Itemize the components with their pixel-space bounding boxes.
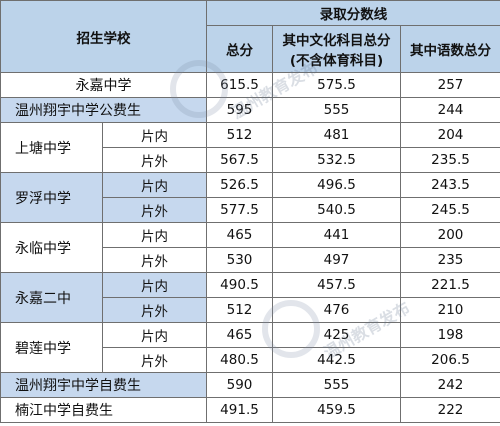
table-row: 片外 577.5 540.5 245.5 [1,197,500,223]
chinese-math-score: 222 [399,397,500,423]
culture-score: 555 [272,372,401,398]
total-score: 465 [206,322,273,348]
chinese-math-score: 242 [399,372,500,398]
table-row: 温州翔宇中学公费生 595 555 244 [0,97,500,123]
school-name: 碧莲中学 [0,322,103,373]
zone-label: 片外 [102,247,207,273]
culture-score: 459.5 [272,397,401,423]
zone-label: 片内 [102,272,207,298]
table-row: 楠江中学自费生 491.5 459.5 222 [0,397,500,423]
header-row-2: 总分 其中文化科目总分 (不含体育科目) 其中语数总分 [0,25,500,73]
table-row: 永临中学 片内 465 441 200 [0,222,500,273]
chinese-math-score: 198 [399,322,500,348]
culture-score: 540.5 [272,197,401,223]
school-name: 楠江中学自费生 [0,397,207,423]
culture-score: 481 [272,122,401,148]
total-score: 491.5 [206,397,273,423]
chinese-math-score: 204 [399,122,500,148]
zone-label: 片内 [102,172,207,198]
zone-label: 片内 [102,222,207,248]
total-score: 480.5 [206,347,273,373]
school-name: 永嘉二中 [0,272,103,323]
chinese-math-score: 245.5 [399,197,500,223]
table-row: 永嘉中学 615.5 575.5 257 [0,72,500,98]
culture-score: 497 [272,247,401,273]
zone-label: 片内 [102,322,207,348]
table-row: 片外 512 476 210 [1,297,500,323]
culture-score: 575.5 [272,72,401,98]
culture-score: 441 [272,222,401,248]
culture-score: 442.5 [272,347,401,373]
total-score: 512 [206,297,273,323]
school-name: 上塘中学 [0,122,103,173]
chinese-math-score: 235.5 [399,147,500,173]
culture-score: 555 [272,97,401,123]
total-score: 577.5 [206,197,273,223]
header-culture-line1: 其中文化科目总分 [282,33,391,49]
chinese-math-score: 244 [399,97,500,123]
chinese-math-score: 200 [399,222,500,248]
school-name: 罗浮中学 [0,172,103,223]
table-row: 碧莲中学 片内 465 425 198 [0,322,500,373]
zone-label: 片外 [102,147,207,173]
total-score: 465 [206,222,273,248]
school-name: 永临中学 [0,222,103,273]
header-culture: 其中文化科目总分 (不含体育科目) [272,25,401,73]
header-chinese: 其中语数总分 [399,25,500,73]
header-row-1: 招生学校 录取分数线 [0,0,500,73]
zone-label: 片内 [102,122,207,148]
total-score: 590 [206,372,273,398]
header-school: 招生学校 [0,0,207,73]
culture-score: 496.5 [272,172,401,198]
chinese-math-score: 206.5 [399,347,500,373]
school-name: 温州翔宇中学自费生 [0,372,207,398]
chinese-math-score: 221.5 [399,272,500,298]
chinese-math-score: 235 [399,247,500,273]
chinese-math-score: 257 [399,72,500,98]
school-name: 温州翔宇中学公费生 [0,97,207,123]
culture-score: 457.5 [272,272,401,298]
table-row: 罗浮中学 片内 526.5 496.5 243.5 [0,172,500,223]
table-row: 上塘中学 片内 512 481 204 [0,122,500,173]
total-score: 615.5 [206,72,273,98]
zone-label: 片外 [102,297,207,323]
total-score: 567.5 [206,147,273,173]
table-row: 片外 480.5 442.5 206.5 [1,347,500,373]
chinese-math-score: 243.5 [399,172,500,198]
total-score: 530 [206,247,273,273]
chinese-math-score: 210 [399,297,500,323]
total-score: 595 [206,97,273,123]
table-row: 温州翔宇中学自费生 590 555 242 [0,372,500,398]
zone-label: 片外 [102,347,207,373]
header-culture-line2: (不含体育科目) [289,53,384,69]
header-group: 录取分数线 [205,0,500,26]
school-name: 永嘉中学 [0,72,207,98]
total-score: 526.5 [206,172,273,198]
culture-score: 425 [272,322,401,348]
culture-score: 532.5 [272,147,401,173]
total-score: 490.5 [206,272,273,298]
table-row: 永嘉二中 片内 490.5 457.5 221.5 [0,272,500,323]
header-total: 总分 [206,25,273,73]
total-score: 512 [206,122,273,148]
culture-score: 476 [272,297,401,323]
zone-label: 片外 [102,197,207,223]
